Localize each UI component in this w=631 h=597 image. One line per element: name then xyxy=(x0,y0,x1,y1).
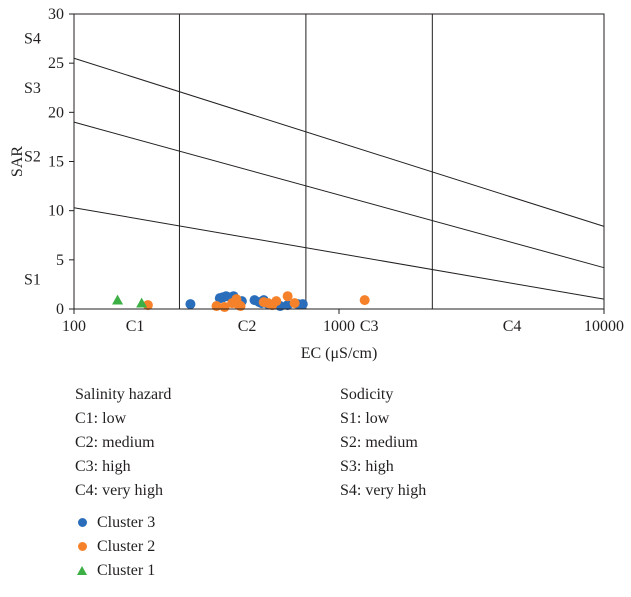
salinity-zone-label: C1 xyxy=(126,318,145,335)
sodicity-zone-label: S2 xyxy=(24,149,41,166)
x-tick-label: 10000 xyxy=(584,318,624,335)
legend-entry-cluster-3: Cluster 3 xyxy=(75,513,155,532)
sodicity-legend-item: S3: high xyxy=(340,458,394,475)
data-point-circle xyxy=(271,296,282,307)
y-tick-label: 20 xyxy=(48,104,64,121)
salinity-legend-item: C4: very high xyxy=(75,482,163,499)
plot-area-frame xyxy=(73,13,605,310)
legend-entry-label: Cluster 2 xyxy=(97,537,156,555)
data-point-circle xyxy=(297,299,308,310)
data-point-circle xyxy=(359,295,370,306)
y-tick-label: 5 xyxy=(56,252,64,269)
salinity-zone-label: C2 xyxy=(238,318,257,335)
y-tick-label: 30 xyxy=(48,6,64,23)
data-point-circle xyxy=(282,291,293,302)
y-axis-ticks: 0 5 10 15 20 25 30 xyxy=(48,6,74,318)
data-points xyxy=(112,291,370,313)
data-point-circle xyxy=(142,300,153,311)
x-axis-ticks: 100 1000 10000 xyxy=(62,309,624,335)
x-tick-label: 1000 xyxy=(323,318,355,335)
y-tick-label: 10 xyxy=(48,203,64,220)
salinity-legend-item: C1: low xyxy=(75,410,127,427)
legend-entry-label: Cluster 3 xyxy=(97,513,156,531)
salinity-legend-title: Salinity hazard xyxy=(75,386,172,403)
legend-entry-label: Cluster 1 xyxy=(97,561,156,579)
sodicity-legend-item: S1: low xyxy=(340,410,390,427)
sodicity-legend-item: S4: very high xyxy=(340,482,427,499)
x-axis-label: EC (μS/cm) xyxy=(301,345,378,362)
circle-marker-icon xyxy=(75,538,89,556)
data-point-triangle xyxy=(112,294,124,305)
sodicity-boundary-line xyxy=(73,57,605,227)
salinity-zone-label: C4 xyxy=(503,318,522,335)
sodicity-boundary-lines xyxy=(73,57,605,300)
data-point-triangle xyxy=(136,297,148,308)
triangle-marker-icon xyxy=(75,562,89,580)
sodicity-zone-label: S1 xyxy=(24,272,41,289)
circle-marker-icon xyxy=(75,514,89,532)
sodicity-legend-item: S2: medium xyxy=(340,434,418,451)
y-tick-label: 0 xyxy=(56,301,64,318)
salinity-legend-item: C3: high xyxy=(75,458,131,475)
data-point-circle xyxy=(235,301,246,312)
legend-entry-cluster-2: Cluster 2 xyxy=(75,537,155,556)
sodicity-zone-label: S4 xyxy=(24,31,41,48)
x-tick-label: 100 xyxy=(62,318,86,335)
sodicity-boundary-line xyxy=(73,121,605,269)
data-point-circle xyxy=(289,298,300,309)
y-tick-label: 25 xyxy=(48,55,64,72)
legend-entry-cluster-1: Cluster 1 xyxy=(75,561,155,580)
sodicity-zone-label: S3 xyxy=(24,80,41,97)
zone-labels: C1 C2 C3 C4 S1 S2 S3 S4 xyxy=(24,31,521,335)
data-point-circle xyxy=(219,302,230,313)
salinity-legend-item: C2: medium xyxy=(75,434,155,451)
sodicity-legend-title: Sodicity xyxy=(340,386,394,403)
y-axis-label: SAR xyxy=(9,146,26,177)
salinity-zone-label: C3 xyxy=(360,318,379,335)
salinity-class-dividers xyxy=(178,14,433,309)
y-tick-label: 15 xyxy=(48,154,64,171)
data-point-circle xyxy=(185,299,196,310)
sodicity-boundary-line xyxy=(73,207,605,300)
